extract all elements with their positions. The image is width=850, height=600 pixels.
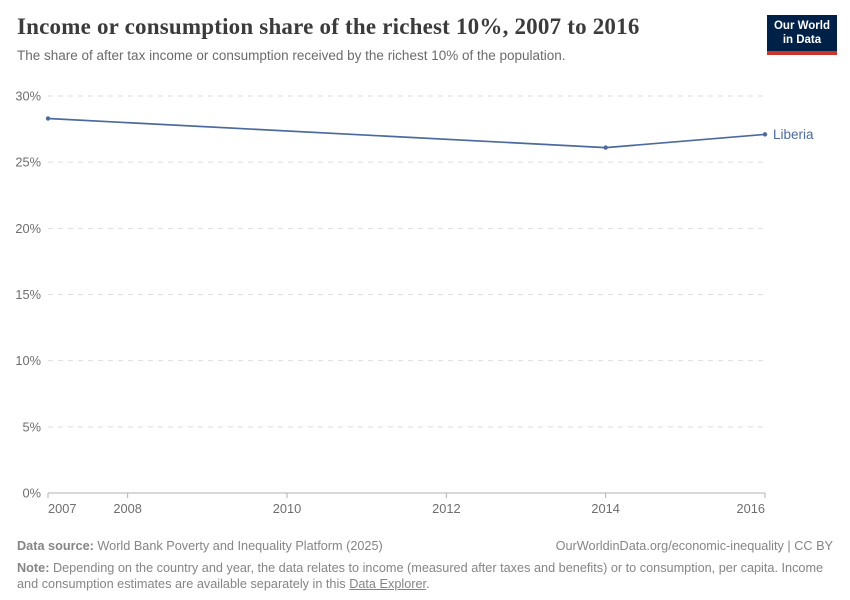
y-axis-tick-label: 5% xyxy=(23,419,42,434)
data-source-line: Data source: World Bank Poverty and Ineq… xyxy=(17,538,383,555)
x-axis-tick-label: 2016 xyxy=(737,501,765,516)
data-source-label: Data source: xyxy=(17,539,94,553)
y-axis-tick-label: 20% xyxy=(15,221,41,236)
series-line[interactable] xyxy=(47,117,766,149)
owid-url-license-link[interactable]: OurWorldinData.org/economic-inequality |… xyxy=(555,539,833,553)
x-axis-tick-label: 2008 xyxy=(113,501,141,516)
line-chart-canvas[interactable]: 0% 5% 10% 15% 20% 25% 30% 2007 2008 2010 2012 2014 2… xyxy=(0,75,850,523)
x-axis-tick-label: 2012 xyxy=(432,501,460,516)
owid-logo: Our World in Data xyxy=(766,15,837,55)
data-point-marker[interactable] xyxy=(45,116,51,121)
series-entity-label[interactable]: Liberia xyxy=(773,127,814,142)
chart-title: Income or consumption share of the riche… xyxy=(17,14,640,39)
owid-logo-line2: in Data xyxy=(782,34,822,47)
x-axis-tick-label: 2014 xyxy=(591,501,619,516)
note-text: Depending on the country and year, the d… xyxy=(17,560,824,592)
chart-header: Income or consumption share of the riche… xyxy=(0,0,850,75)
data-point-marker[interactable] xyxy=(603,145,608,150)
data-explorer-link[interactable]: Data Explorer xyxy=(349,577,427,591)
y-axis-tick-label: 15% xyxy=(15,287,41,302)
y-axis-tick-label: 10% xyxy=(15,353,41,368)
footer-note: Note: Depending on the country and year,… xyxy=(17,560,833,593)
x-axis-tick-label: 2007 xyxy=(48,501,76,516)
chart-footer: Data source: World Bank Poverty and Ineq… xyxy=(0,528,850,593)
note-suffix: . xyxy=(426,577,430,591)
owid-logo-line1: Our World xyxy=(773,20,830,32)
chart-subtitle: The share of after tax income or consump… xyxy=(17,47,566,63)
y-axis-tick-label: 0% xyxy=(23,486,42,501)
x-axis-tick-label: 2010 xyxy=(273,501,301,516)
data-source-text: World Bank Poverty and Inequality Platfo… xyxy=(97,539,383,553)
note-label: Note: xyxy=(17,560,50,575)
chart-area: 0% 5% 10% 15% 20% 25% 30% 2007 2008 2010 2012 2014 2… xyxy=(0,75,850,528)
y-axis-tick-label: 30% xyxy=(15,89,41,104)
y-axis-tick-label: 25% xyxy=(15,155,41,170)
data-point-marker[interactable] xyxy=(762,132,768,137)
